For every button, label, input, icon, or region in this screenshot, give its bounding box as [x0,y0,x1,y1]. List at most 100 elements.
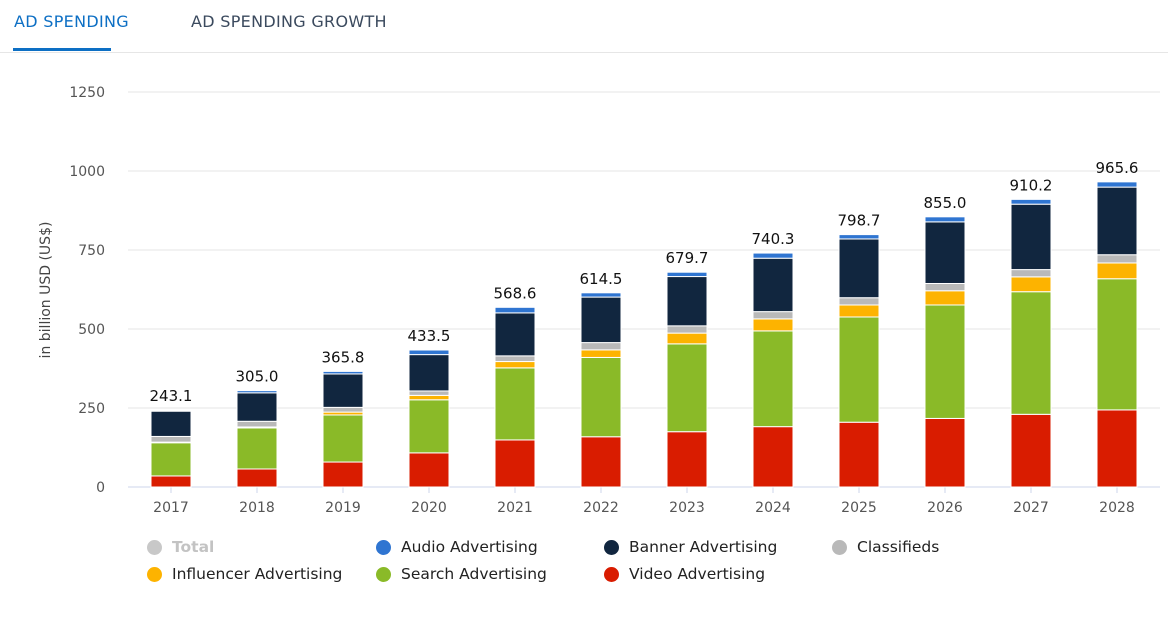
legend-label: Video Advertising [629,565,766,583]
bar-segment-classifieds [408,390,450,396]
bar-segment-audio-advertising [1010,198,1052,205]
total-data-label: 305.0 [236,368,279,386]
x-tick-label: 2017 [153,500,189,516]
legend-label: Banner Advertising [629,538,778,556]
total-data-label: 855.0 [924,194,967,212]
bar-segment-audio-advertising [236,390,278,394]
bar-segment-banner-advertising [752,257,794,313]
bar-segment-audio-advertising [408,349,450,356]
bar-segment-video-advertising [236,468,278,488]
legend-dot-icon [376,539,391,555]
x-tick-label: 2023 [669,500,705,516]
y-axis-label: in billion USD (US$) [38,222,54,359]
bar-segment-audio-advertising [494,306,536,314]
bar-segment-influencer-advertising [752,318,794,332]
bar-segment-search-advertising [580,356,622,438]
legend-label: Classifieds [857,538,940,556]
total-data-label: 910.2 [1010,176,1053,194]
bar-segment-classifieds [236,420,278,428]
bar-segment-search-advertising [150,442,192,477]
legend-item-influencer[interactable]: Influencer Advertising [147,565,342,583]
bar-segment-banner-advertising [580,296,622,344]
tab-ad-spending[interactable]: AD SPENDING [14,12,129,31]
bar-segment-audio-advertising [838,234,880,240]
legend-label: Audio Advertising [401,538,538,556]
bar-segment-banner-advertising [150,410,192,437]
total-data-label: 965.6 [1096,159,1139,177]
bar-segment-video-advertising [494,439,536,488]
bar-segment-influencer-advertising [1010,276,1052,293]
x-tick-label: 2021 [497,500,533,516]
bar-segment-banner-advertising [1010,203,1052,271]
stacked-bar-chart: 0 250 500 750 1000 1250 in billion USD (US$) 20… [38,85,1160,516]
bar-segment-video-advertising [150,475,192,488]
total-data-label: 614.5 [580,270,623,288]
bar-segment-search-advertising [408,399,450,454]
bar-segment-banner-advertising [236,392,278,422]
bar-segment-video-advertising [408,452,450,488]
bar-segment-banner-advertising [666,276,708,327]
bar-segment-influencer-advertising [1096,262,1138,280]
total-data-label: 740.3 [752,230,795,248]
bar-segment-classifieds [666,325,708,334]
x-tick-label: 2019 [325,500,361,516]
bar-segment-influencer-advertising [838,304,880,318]
tab-bar: AD SPENDING AD SPENDING GROWTH [0,0,1168,53]
legend-item-total[interactable]: Total [147,538,214,556]
legend-label: Search Advertising [401,565,547,583]
legend-item-banner[interactable]: Banner Advertising [604,538,777,556]
legend-item-audio[interactable]: Audio Advertising [376,538,538,556]
bar-segment-classifieds [752,311,794,320]
bar-segment-banner-advertising [408,354,450,392]
bar-segment-banner-advertising [1096,186,1138,256]
bar-segment-classifieds [1010,269,1052,278]
bar-segment-audio-advertising [150,409,192,412]
bar-segment-classifieds [1096,254,1138,264]
legend-label: Total [172,538,215,556]
bar-segment-audio-advertising [580,292,622,298]
bar-segment-banner-advertising [838,238,880,299]
bar-segment-influencer-advertising [494,361,536,369]
total-data-label: 243.1 [150,387,193,405]
bar-segment-search-advertising [1096,278,1138,411]
bar-segment-banner-advertising [494,312,536,357]
bar-segment-search-advertising [666,343,708,433]
bar-segment-search-advertising [236,427,278,470]
bar-segment-banner-advertising [924,221,966,284]
bar-segment-influencer-advertising [408,394,450,401]
y-tick-label: 750 [78,243,105,259]
bar-segment-video-advertising [1096,409,1138,488]
bar-segment-audio-advertising [666,271,708,278]
bar-segment-video-advertising [924,417,966,488]
y-tick-label: 1000 [69,164,105,180]
bar-segment-video-advertising [580,436,622,488]
legend-dot-icon [832,539,847,555]
legend-item-search[interactable]: Search Advertising [376,565,547,583]
bar-segment-classifieds [838,297,880,306]
legend-dot-icon [147,566,162,582]
bar-segment-influencer-advertising [666,332,708,345]
x-tick-label: 2028 [1099,500,1135,516]
legend-item-classifieds[interactable]: Classifieds [832,538,939,556]
bar-segment-influencer-advertising [580,349,622,358]
tab-ad-spending-growth[interactable]: AD SPENDING GROWTH [191,12,387,31]
bar-segment-audio-advertising [1096,181,1138,188]
x-tick-label: 2022 [583,500,619,516]
x-tick-label: 2027 [1013,500,1049,516]
total-data-label: 433.5 [408,327,451,345]
total-data-label: 365.8 [322,348,365,366]
y-tick-label: 0 [96,480,105,496]
bar-segment-classifieds [150,435,192,443]
bar-segment-video-advertising [752,426,794,488]
legend-label: Influencer Advertising [172,565,343,583]
bar-segment-search-advertising [752,330,794,428]
y-tick-label: 1250 [69,85,105,101]
bar-segment-banner-advertising [322,373,364,408]
legend-item-video[interactable]: Video Advertising [604,565,765,583]
x-tick-label: 2026 [927,500,963,516]
total-data-label: 568.6 [494,284,537,302]
bar-segment-classifieds [322,406,364,413]
bar-segment-search-advertising [494,367,536,441]
y-tick-label: 500 [78,322,105,338]
bar-segment-video-advertising [322,461,364,488]
